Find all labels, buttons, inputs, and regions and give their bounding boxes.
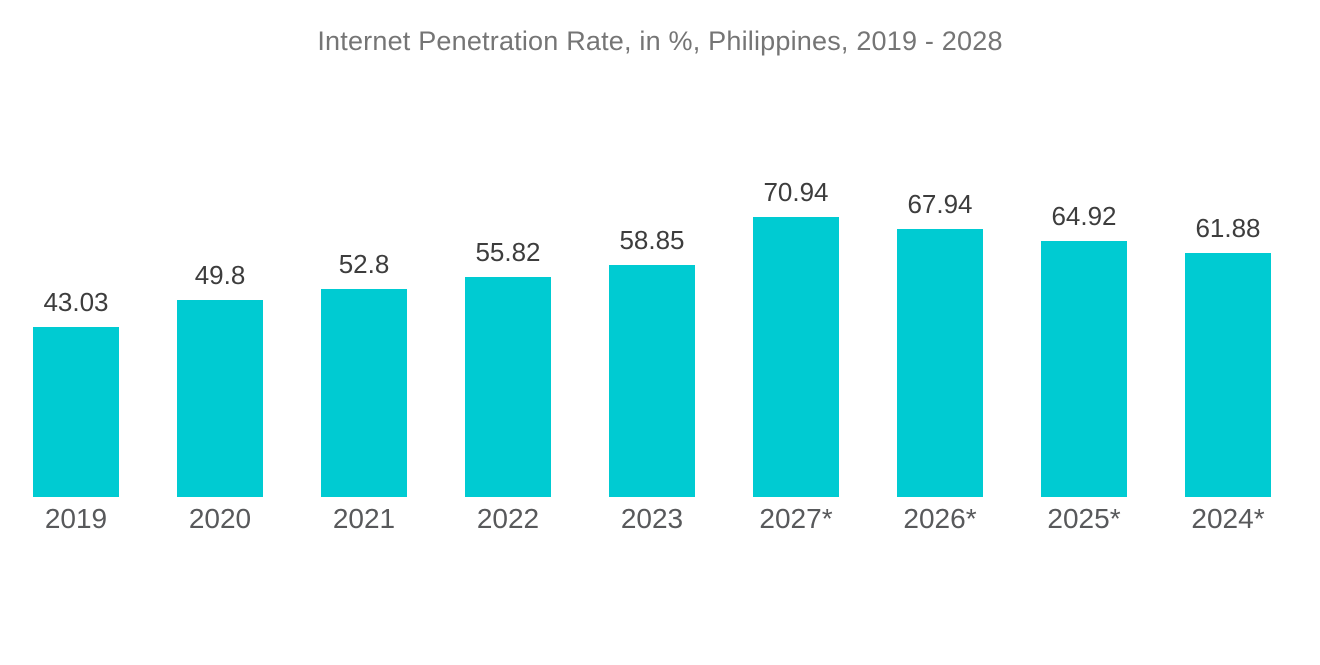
bar-column: 52.8 — [321, 249, 407, 497]
x-axis-tick-label: 2026* — [903, 503, 977, 534]
bar — [1041, 241, 1127, 497]
bar-value-label: 64.92 — [1051, 201, 1117, 231]
bar-column: 61.88 — [1185, 213, 1271, 497]
bar — [897, 229, 983, 497]
x-axis-tick-label: 2023 — [620, 503, 684, 534]
x-axis-tick-label: 2019 — [44, 503, 108, 534]
bar — [753, 217, 839, 497]
bar-value-label: 55.82 — [475, 237, 541, 267]
bar-value-label: 58.85 — [619, 225, 685, 255]
bar-column: 49.8 — [177, 260, 263, 497]
bar-column: 64.92 — [1041, 201, 1127, 497]
x-axis-tick-label: 2020 — [188, 503, 252, 534]
bar-column: 70.94 — [753, 177, 839, 497]
x-axis-tick-label: 2022 — [476, 503, 540, 534]
bar-value-label: 43.03 — [43, 287, 109, 317]
bar — [1185, 253, 1271, 497]
bar-column: 58.85 — [609, 225, 695, 497]
bar — [33, 327, 119, 497]
bar-column: 43.03 — [33, 287, 119, 497]
bar-value-label: 52.8 — [338, 249, 390, 279]
x-axis-tick-label: 2021 — [332, 503, 396, 534]
bar — [177, 300, 263, 497]
bar-value-label: 61.88 — [1195, 213, 1261, 243]
x-axis-tick-label: 2025* — [1047, 503, 1121, 534]
bar — [609, 265, 695, 497]
x-axis-tick-label: 2024* — [1191, 503, 1265, 534]
bar-value-label: 70.94 — [763, 177, 829, 207]
x-axis-tick-label: 2027* — [759, 503, 833, 534]
bar — [465, 277, 551, 497]
bar — [321, 289, 407, 497]
bar-value-label: 67.94 — [907, 189, 973, 219]
bar-column: 55.82 — [465, 237, 551, 497]
bar-column: 67.94 — [897, 189, 983, 497]
bar-value-label: 49.8 — [194, 260, 246, 290]
chart-title: Internet Penetration Rate, in %, Philipp… — [317, 26, 1003, 56]
